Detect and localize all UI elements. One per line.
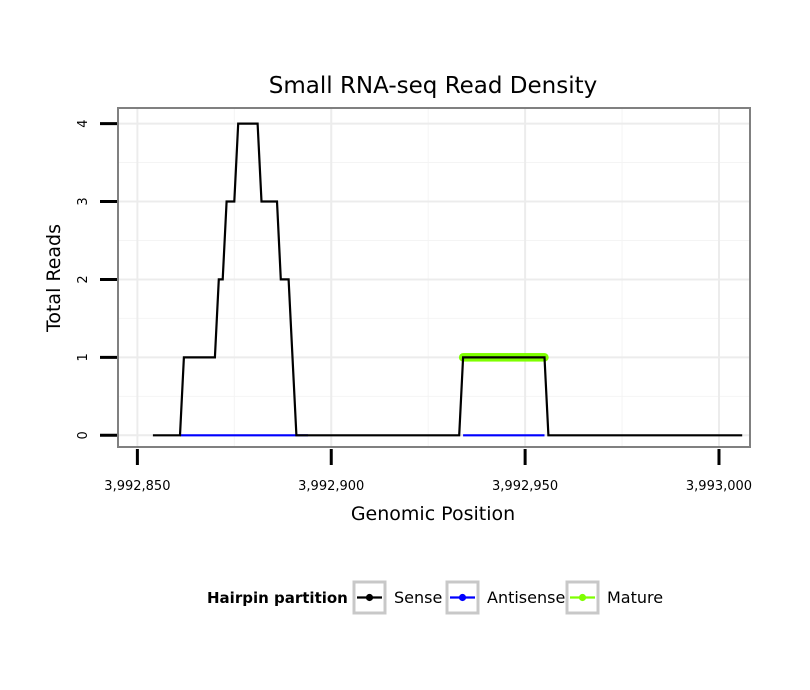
grid-lines (118, 108, 750, 447)
legend-key-point (578, 593, 587, 602)
legend-label: Antisense (487, 588, 565, 607)
legend-item-antisense: Antisense (445, 580, 565, 615)
x-axis-title: Genomic Position (351, 503, 515, 525)
x-tick-label: 3,993,000 (686, 479, 752, 494)
x-tick-label: 3,992,900 (298, 479, 364, 494)
legend-label: Mature (607, 588, 663, 607)
legend: Hairpin partition Sense Antisense Mature (207, 580, 663, 615)
plot-border (117, 107, 751, 448)
series-layer (152, 122, 743, 437)
x-tick-label: 3,992,950 (492, 479, 558, 494)
legend-label: Sense (394, 588, 442, 607)
y-tick-label: 0 (76, 431, 91, 439)
x-axis: 3,992,850 3,992,900 3,992,950 3,993,000 (104, 449, 752, 494)
legend-item-mature: Mature (565, 580, 663, 615)
legend-key-point (365, 593, 374, 602)
sense-line (152, 122, 743, 437)
legend-item-sense: Sense (352, 580, 442, 615)
legend-title: Hairpin partition (207, 589, 348, 607)
x-tick-label: 3,992,850 (104, 479, 170, 494)
y-axis-title: Total Reads (43, 224, 65, 333)
y-tick-label: 1 (76, 353, 91, 361)
legend-key-point (458, 593, 467, 602)
y-tick-label: 3 (76, 197, 91, 205)
y-tick-label: 2 (76, 275, 91, 283)
chart-title: Small RNA-seq Read Density (269, 73, 598, 99)
y-tick-label: 4 (76, 119, 91, 127)
y-axis: 0 1 2 3 4 (76, 119, 117, 439)
